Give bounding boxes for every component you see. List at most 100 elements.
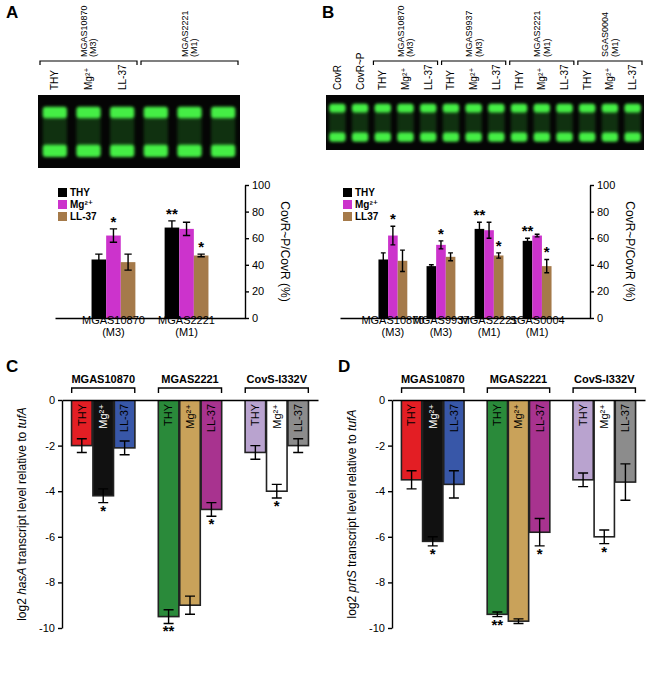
- y-tick-label: -2: [45, 440, 55, 452]
- error-bar: [272, 484, 282, 498]
- y-tick: -10: [369, 622, 392, 634]
- y-tick: -6: [45, 531, 62, 543]
- bar: [427, 266, 437, 318]
- y-tick: 0: [245, 312, 258, 324]
- error-bar: [110, 229, 117, 242]
- legend-swatch: [343, 188, 352, 197]
- y-tick: 40: [590, 259, 609, 271]
- gel-band-unphospho: [420, 132, 436, 141]
- gel-band-phospho: [329, 104, 345, 113]
- gel-band-phospho: [76, 107, 100, 119]
- bar: [180, 400, 201, 605]
- bar: [594, 400, 614, 537]
- bar-label: Mg²⁺: [512, 404, 524, 429]
- y-axis-title-word: transcript: [345, 514, 359, 567]
- legend-label: Mg²⁺: [70, 199, 93, 210]
- lane-group-label-line: MGAS2221: [532, 10, 542, 57]
- bar: [194, 255, 209, 318]
- error-bar: [535, 519, 545, 546]
- gel-band-unphospho: [579, 132, 595, 141]
- bar: [388, 236, 398, 318]
- y-tick-mark: [58, 582, 62, 583]
- gel-band-phospho: [443, 104, 459, 113]
- y-axis-title-word: (%): [278, 283, 292, 302]
- bar: [201, 400, 222, 509]
- y-tick-mark: [245, 265, 249, 266]
- bar: [158, 400, 179, 617]
- gel-band-phospho: [602, 104, 618, 113]
- panel-title: B: [322, 3, 334, 22]
- y-tick-label: 80: [597, 206, 609, 218]
- y-axis-title: log2 prtS transcript level relative to t…: [345, 410, 359, 619]
- y-tick: -4: [45, 485, 62, 497]
- figure-canvas: ATHYMg²⁺LL-37MGAS10870(M3)MGAS2221(M1)**…: [0, 0, 650, 674]
- bar: [573, 400, 593, 480]
- lane-label: LL-37: [117, 64, 128, 90]
- y-tick-label: 0: [597, 312, 603, 324]
- x-tick-label: MGAS10870(M3): [82, 314, 145, 338]
- error-bar: [544, 259, 549, 272]
- y-tick-mark: [245, 238, 249, 239]
- x-axis-line: [393, 400, 646, 402]
- y-axis-title-word: prtS: [345, 567, 359, 593]
- y-tick-label: 0: [252, 312, 258, 324]
- gel-band-phospho: [579, 104, 595, 113]
- error-bar: [400, 250, 405, 271]
- lane-group-label-line: (M1): [610, 39, 620, 58]
- error-bar: [168, 221, 175, 234]
- x-tick: MGAS2221(M1): [158, 314, 215, 338]
- gel-band-phospho: [352, 104, 368, 113]
- category-bracket: [573, 388, 635, 393]
- bar: [93, 400, 114, 496]
- x-tick: CovS-I332V: [247, 373, 308, 400]
- y-tick-label: 0: [49, 394, 55, 406]
- legend-swatch: [58, 200, 67, 209]
- y-axis-line: [245, 186, 246, 319]
- gel-band-phospho: [556, 104, 572, 113]
- category-bracket: [402, 388, 464, 393]
- y-tick-label: 60: [597, 232, 609, 244]
- bar: [494, 255, 504, 318]
- error-bar: [535, 234, 540, 237]
- gel-band-phospho: [211, 107, 235, 119]
- lane-label: Mg²⁺: [468, 68, 479, 91]
- error-bar: [124, 254, 131, 270]
- bar: [530, 400, 550, 532]
- gel-band-unphospho: [352, 132, 368, 141]
- legend-label: LL37: [355, 211, 379, 222]
- y-axis-line: [392, 401, 393, 629]
- gel-band-unphospho: [177, 145, 201, 157]
- gel-band-unphospho: [443, 132, 459, 141]
- gel-band-phospho: [465, 104, 481, 113]
- gel-band-unphospho: [556, 132, 572, 141]
- lane-group-label-line: (M3): [88, 39, 98, 58]
- x-axis: MGAS10870(M3)MGAS9937(M3)MGAS2221(M1)SGA…: [341, 314, 591, 338]
- y-tick-mark: [388, 445, 392, 446]
- x-tick-label-line: (M1): [478, 326, 501, 338]
- lane-group-label-line: (M3): [405, 39, 415, 58]
- y-tick: -6: [375, 531, 392, 543]
- y-tick: 80: [245, 206, 264, 218]
- y-tick: 20: [245, 285, 264, 297]
- figure: ATHYMg²⁺LL-37MGAS10870(M3)MGAS2221(M1)**…: [0, 0, 650, 674]
- significance-mark: *: [111, 213, 117, 230]
- significance-mark: *: [198, 238, 204, 255]
- y-axis-title-word: CovR~P/CovR: [623, 201, 637, 283]
- lane-group-bracket: [578, 61, 642, 65]
- bar: [401, 400, 421, 480]
- error-bar: [407, 471, 417, 489]
- y-tick-label: -10: [369, 622, 385, 634]
- y-tick-label: 0: [379, 394, 385, 406]
- bar: [378, 259, 388, 318]
- y-tick-mark: [58, 400, 62, 401]
- y-tick: 0: [379, 394, 392, 406]
- y-tick-label: -6: [375, 531, 385, 543]
- gel-band-phospho: [511, 104, 527, 113]
- category-bracket: [245, 388, 308, 393]
- bar: [523, 241, 533, 318]
- plot-texts: THY**THYTHY*Mg²⁺Mg²⁺*Mg²⁺LL-37*LL-37LL-3…: [405, 403, 631, 632]
- lane-group-label-line: MGAS10870: [79, 5, 89, 57]
- lane-label: THY: [514, 70, 525, 90]
- y-axis-title-word: tufA: [345, 410, 359, 431]
- legend-swatch: [343, 200, 352, 209]
